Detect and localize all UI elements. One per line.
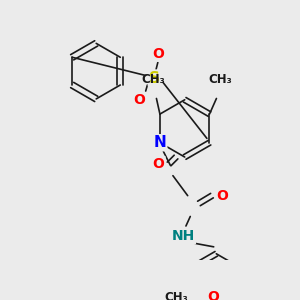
Text: NH: NH [172,230,195,243]
Text: CH₃: CH₃ [208,73,232,86]
Text: N: N [154,135,166,150]
Text: O: O [216,189,228,202]
Text: O: O [153,157,165,171]
Text: S: S [149,70,160,86]
Text: CH₃: CH₃ [141,73,165,86]
Text: CH₃: CH₃ [165,291,188,300]
Text: O: O [133,93,145,107]
Text: O: O [152,47,164,61]
Text: O: O [207,290,219,300]
